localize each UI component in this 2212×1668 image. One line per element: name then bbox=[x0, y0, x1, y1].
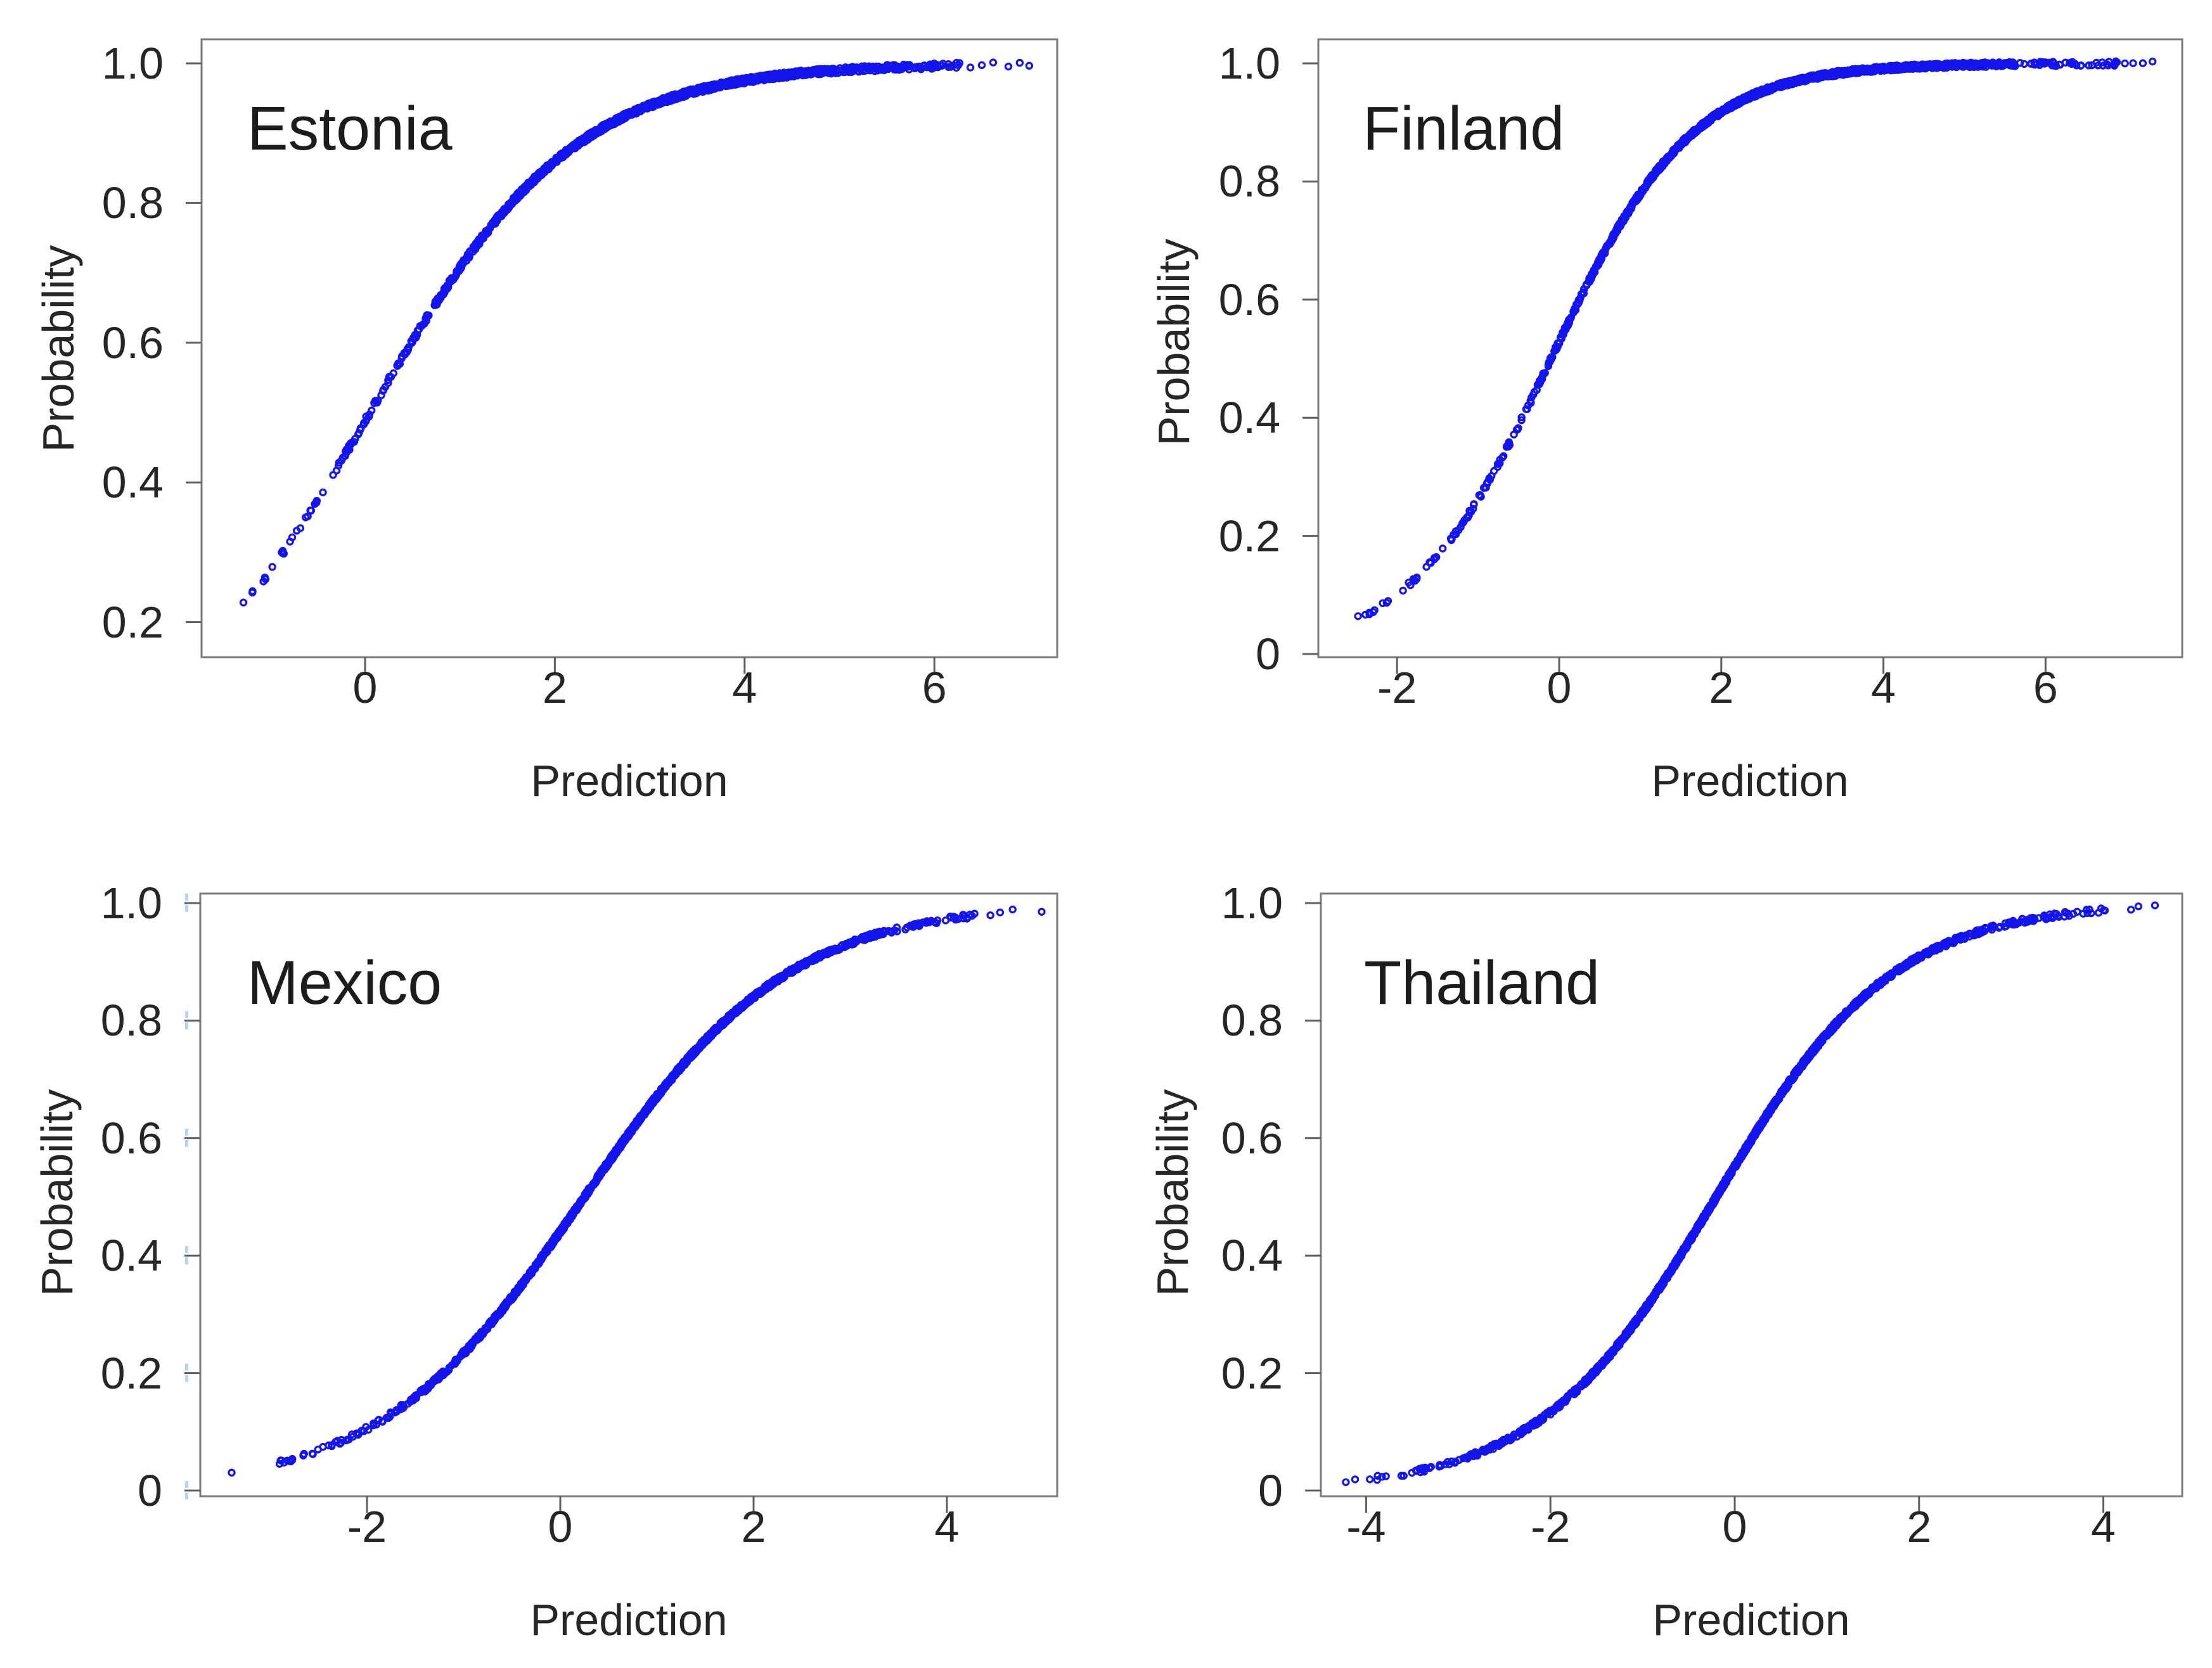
artifact-tick bbox=[185, 1139, 188, 1147]
plot-frame bbox=[199, 892, 1058, 1498]
artifact-tick bbox=[185, 1492, 188, 1499]
artifact-tick bbox=[185, 1375, 188, 1382]
panel-estonia bbox=[186, 38, 1058, 674]
artifact-tick bbox=[185, 1481, 188, 1488]
artifact-tick bbox=[185, 1128, 188, 1136]
artifact-tick bbox=[185, 1246, 188, 1254]
artifact-tick bbox=[185, 905, 188, 912]
artifact-tick bbox=[185, 1363, 188, 1371]
scatter-points bbox=[239, 58, 1034, 607]
artifact-tick bbox=[185, 1257, 188, 1265]
panel-mexico bbox=[184, 892, 1058, 1513]
panel-thailand bbox=[1305, 892, 2183, 1513]
plot-frame bbox=[1317, 38, 2183, 658]
scatter-points bbox=[1342, 901, 2159, 1486]
scatter-points bbox=[1354, 57, 2157, 620]
artifact-tick bbox=[185, 1011, 188, 1018]
plot-frame bbox=[1320, 892, 2183, 1498]
plot-frame bbox=[200, 38, 1058, 658]
artifact-tick bbox=[185, 894, 188, 901]
panel-finland bbox=[1302, 38, 2183, 674]
scatter-points bbox=[228, 905, 1046, 1477]
artifact-tick bbox=[185, 1022, 188, 1030]
